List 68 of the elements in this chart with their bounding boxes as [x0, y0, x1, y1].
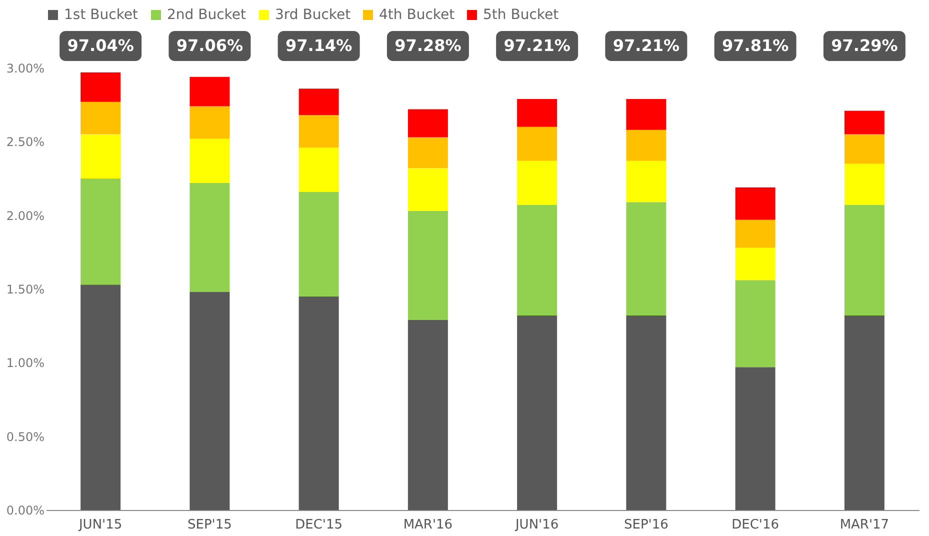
bar [735, 187, 776, 220]
y-tick-label: 2.00% [6, 208, 44, 223]
text: 97.04% [67, 36, 134, 55]
legend-label: 4th Bucket [379, 7, 456, 23]
bar [80, 102, 121, 134]
x-tick-label: JUN'16 [514, 518, 559, 532]
bar [517, 98, 558, 127]
bar [298, 88, 339, 116]
y-tick-label: 1.00% [6, 356, 44, 370]
bar [408, 168, 448, 211]
bar [298, 296, 339, 510]
text: 97.21% [612, 36, 680, 55]
bar [517, 160, 558, 206]
x-tick-label: DEC'15 [295, 518, 343, 532]
bar [626, 202, 666, 316]
bar [517, 205, 558, 316]
text: 97.14% [285, 36, 352, 55]
bar [626, 130, 666, 161]
bar [190, 76, 230, 106]
text: 97.21% [504, 36, 570, 55]
text: 97.06% [176, 36, 244, 55]
x-tick-label: SEP'16 [624, 518, 668, 532]
bar [408, 210, 448, 320]
legend-label: 5th Bucket [483, 7, 560, 23]
bar [298, 148, 339, 192]
y-tick-label: 2.50% [6, 135, 44, 150]
bar [80, 178, 121, 285]
x-tick-label: MAR'17 [840, 518, 890, 532]
bar [844, 110, 884, 134]
bar [190, 182, 230, 292]
bar [80, 72, 121, 102]
text: 97.29% [831, 36, 898, 55]
legend-label: 2nd Bucket [167, 7, 247, 23]
bar [735, 367, 776, 510]
bar [408, 137, 448, 168]
x-tick-label: MAR'16 [403, 518, 453, 532]
bar [626, 316, 666, 510]
bar [517, 126, 558, 161]
legend-label: 3rd Bucket [275, 7, 352, 23]
bar [626, 98, 666, 130]
legend-label: 1st Bucket [64, 7, 139, 23]
bar [298, 192, 339, 296]
bar [80, 134, 121, 178]
y-tick-label: 1.50% [6, 282, 44, 296]
bar [80, 284, 121, 510]
bar [626, 160, 666, 202]
text: 97.81% [722, 36, 789, 55]
bar [844, 134, 884, 164]
bar [735, 280, 776, 368]
bar [408, 109, 448, 138]
x-tick-label: SEP'15 [187, 518, 232, 532]
bar [190, 106, 230, 139]
bar [408, 320, 448, 510]
bar [298, 115, 339, 148]
y-tick-label: 3.00% [6, 62, 44, 76]
bar [844, 316, 884, 510]
bar [190, 292, 230, 510]
bar [844, 164, 884, 206]
bar [844, 205, 884, 316]
bar [517, 316, 558, 510]
y-tick-label: 0.00% [6, 504, 44, 518]
x-tick-label: JUN'15 [78, 518, 122, 532]
y-tick-label: 0.50% [6, 430, 44, 444]
bar [735, 248, 776, 280]
x-tick-label: DEC'16 [732, 518, 780, 532]
bar [735, 220, 776, 248]
bar [190, 138, 230, 183]
text: 97.28% [394, 36, 462, 55]
